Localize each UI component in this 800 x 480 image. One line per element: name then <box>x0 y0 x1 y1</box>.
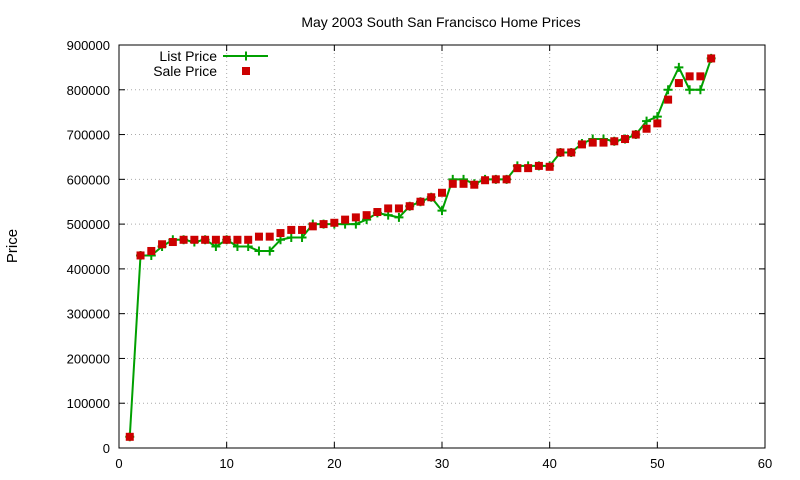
sale-price-point <box>448 179 457 188</box>
list-price-point <box>695 85 705 95</box>
y-tick-label: 800000 <box>67 83 110 98</box>
sale-price-point <box>664 95 673 104</box>
list-price-point <box>265 246 275 256</box>
sale-price-point <box>233 235 242 244</box>
sale-price-point <box>588 138 597 147</box>
x-tick-label: 60 <box>758 456 772 471</box>
sale-price-point <box>298 225 307 234</box>
list-price-point <box>254 246 264 256</box>
y-tick-label: 400000 <box>67 262 110 277</box>
legend: List Price Sale Price <box>153 48 268 79</box>
series-layer <box>125 53 716 442</box>
sale-price-point <box>599 138 608 147</box>
sale-price-point <box>384 204 393 213</box>
sale-price-point <box>470 180 479 189</box>
sale-price-point <box>168 238 177 247</box>
sale-price-point <box>653 119 662 128</box>
y-tick-label: 0 <box>103 441 110 456</box>
chart-title: May 2003 South San Francisco Home Prices <box>301 14 580 30</box>
sale-price-point <box>265 232 274 241</box>
list-price-point <box>394 212 404 222</box>
x-tick-label: 30 <box>435 456 449 471</box>
sale-price-point <box>351 213 360 222</box>
sale-price-point <box>136 251 145 260</box>
y-tick-label: 500000 <box>67 217 110 232</box>
sale-price-point <box>556 148 565 157</box>
legend-label-sale-price: Sale Price <box>153 63 217 79</box>
list-price-point <box>642 116 652 126</box>
legend-label-list-price: List Price <box>159 48 217 64</box>
sale-price-point <box>190 235 199 244</box>
sale-price-point <box>513 164 522 173</box>
sale-price-point <box>147 246 156 255</box>
sale-price-point <box>567 148 576 157</box>
legend-marker-list-price <box>241 51 251 61</box>
y-tick-label: 700000 <box>67 128 110 143</box>
list-price-point <box>437 206 447 216</box>
sale-price-point <box>491 175 500 184</box>
sale-price-point <box>222 235 231 244</box>
list-price-line <box>128 58 713 437</box>
sale-price-point <box>610 137 619 146</box>
sale-price-point <box>524 164 533 173</box>
y-axis-label: Price <box>4 229 21 263</box>
y-tick-label: 200000 <box>67 351 110 366</box>
sale-price-point <box>201 235 210 244</box>
y-tick-label: 900000 <box>67 38 110 53</box>
sale-price-point <box>276 229 285 238</box>
sale-price-point <box>459 179 468 188</box>
sale-price-point <box>362 211 371 220</box>
sale-price-point <box>308 222 317 231</box>
sale-price-point <box>244 235 253 244</box>
axis-layer: 0 100000 200000 300000 400000 500000 600000 700… <box>67 38 773 471</box>
sale-price-point <box>696 72 705 81</box>
sale-price-point <box>427 193 436 202</box>
list-price-point <box>286 233 296 243</box>
list-price-point <box>685 85 695 95</box>
sale-price-point <box>674 79 683 88</box>
x-tick-label: 50 <box>650 456 664 471</box>
x-tick-label: 20 <box>327 456 341 471</box>
sale-price-point <box>481 176 490 185</box>
sale-price-point <box>405 202 414 211</box>
sale-price-point <box>287 225 296 234</box>
y-tick-label: 600000 <box>67 172 110 187</box>
sale-price-point <box>545 162 554 171</box>
sale-price-point <box>621 135 630 144</box>
legend-marker-sale-price <box>242 67 250 75</box>
y-tick-label: 100000 <box>67 396 110 411</box>
sale-price-point <box>330 218 339 227</box>
sale-price-point <box>534 161 543 170</box>
sale-price-point <box>438 188 446 197</box>
sale-price-point <box>158 240 167 249</box>
sale-price-point <box>685 72 694 81</box>
list-price-point <box>674 62 684 72</box>
sale-price-point <box>707 54 716 63</box>
sale-price-point <box>502 175 511 184</box>
sale-price-point <box>394 204 403 213</box>
x-tick-label: 40 <box>542 456 556 471</box>
sale-price-point <box>254 232 263 241</box>
y-tick-label: 300000 <box>67 307 110 322</box>
sale-price-point <box>642 124 651 133</box>
x-tick-label: 10 <box>219 456 233 471</box>
sale-price-point <box>373 208 382 217</box>
sale-price-point <box>341 215 350 224</box>
sale-price-point <box>631 130 640 139</box>
x-tick-label: 0 <box>115 456 122 471</box>
sale-price-point <box>125 432 134 441</box>
list-price-point <box>663 85 673 95</box>
sale-price-point <box>577 140 586 149</box>
sale-price-point <box>179 235 188 244</box>
sale-price-point <box>319 220 328 229</box>
sale-price-point <box>416 197 425 206</box>
list-price-point <box>297 233 307 243</box>
sale-price-point <box>211 235 220 244</box>
